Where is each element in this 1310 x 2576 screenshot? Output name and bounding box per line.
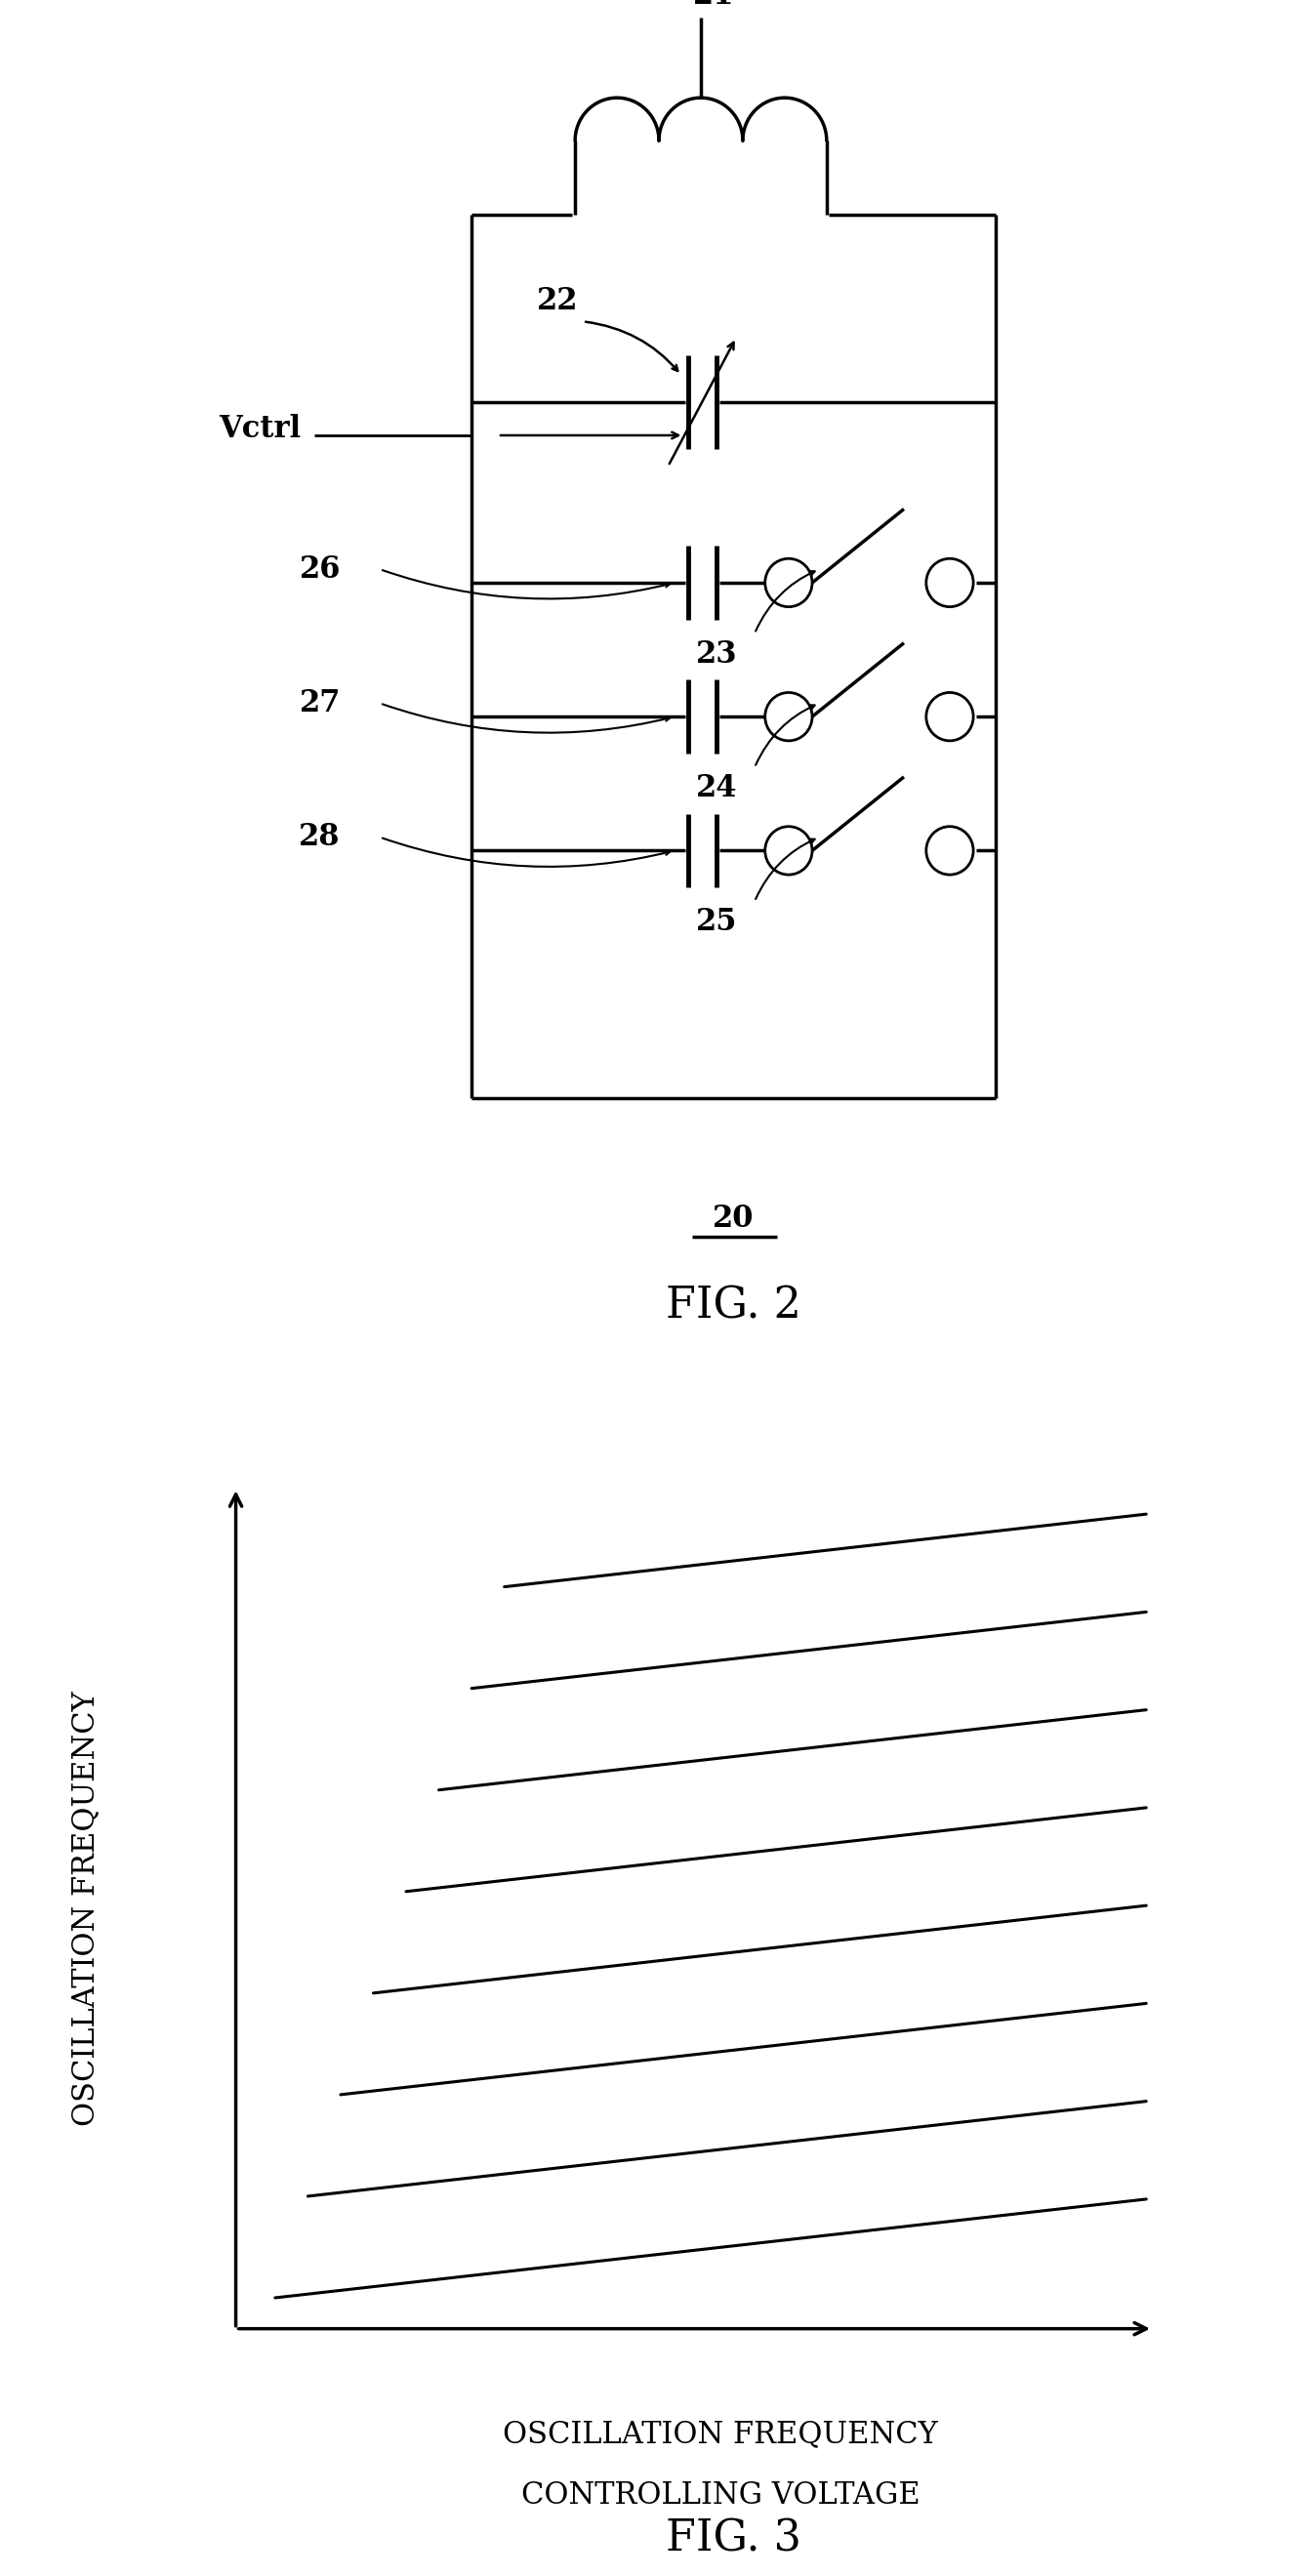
Text: 25: 25 <box>696 907 738 938</box>
Text: 24: 24 <box>696 773 738 804</box>
Text: Vctrl: Vctrl <box>219 415 301 443</box>
Text: 22: 22 <box>537 286 579 317</box>
Text: 21: 21 <box>693 0 735 10</box>
Text: 28: 28 <box>299 822 341 853</box>
Text: 20: 20 <box>713 1203 755 1234</box>
Text: OSCILLATION FREQUENCY: OSCILLATION FREQUENCY <box>69 1690 101 2125</box>
Text: 26: 26 <box>299 554 341 585</box>
Text: FIG. 3: FIG. 3 <box>665 2517 802 2561</box>
Text: CONTROLLING VOLTAGE: CONTROLLING VOLTAGE <box>521 2481 920 2512</box>
Text: OSCILLATION FREQUENCY: OSCILLATION FREQUENCY <box>503 2419 938 2450</box>
Text: 23: 23 <box>696 639 738 670</box>
Text: FIG. 2: FIG. 2 <box>665 1285 802 1327</box>
Text: 27: 27 <box>299 688 341 719</box>
